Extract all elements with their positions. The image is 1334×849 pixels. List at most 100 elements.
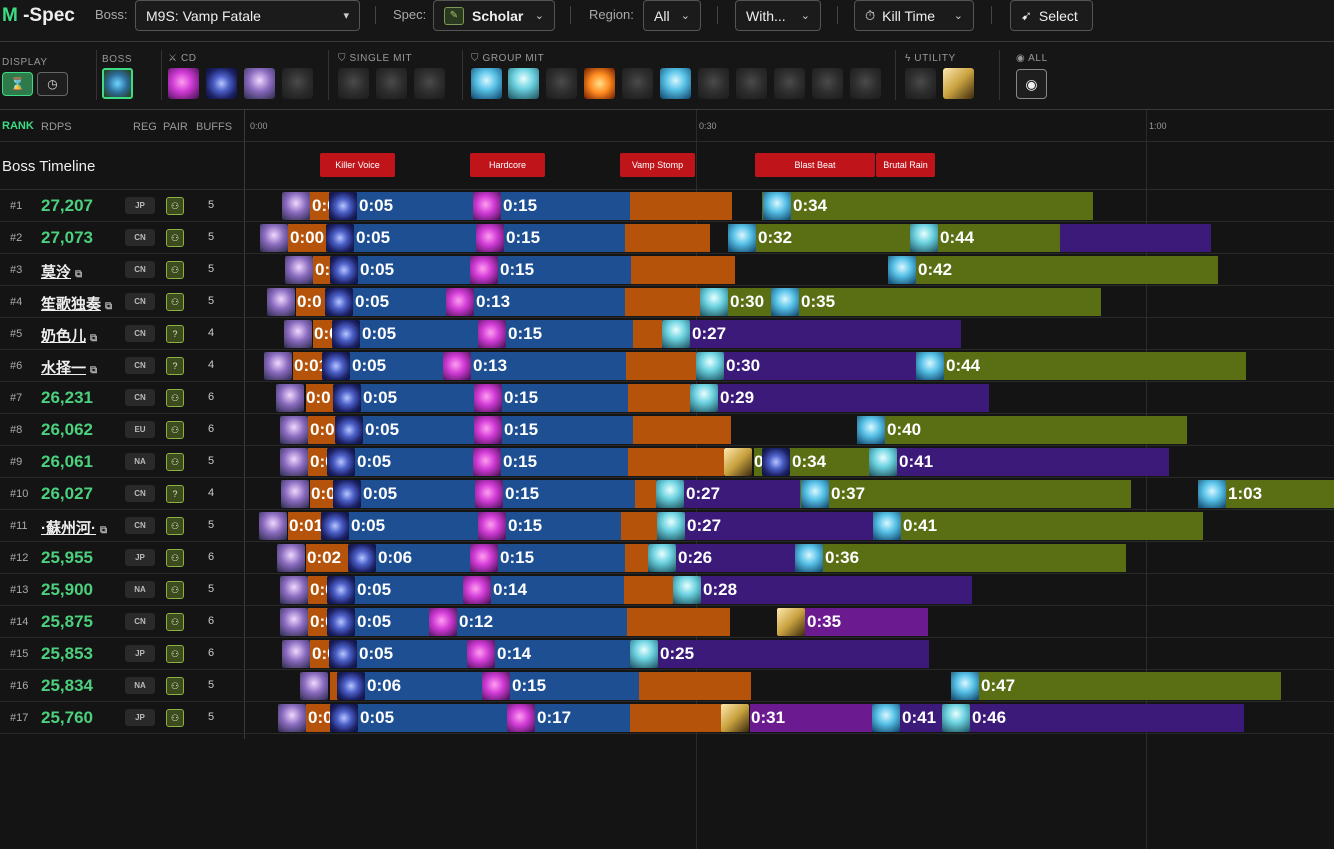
single-mit-icon-1[interactable] — [338, 68, 369, 99]
utility-dimmed-icon[interactable] — [905, 68, 936, 99]
chain-stratagem-icon[interactable] — [330, 256, 358, 284]
fey-illumination-icon[interactable] — [916, 352, 944, 380]
ranking-row[interactable]: #12 25,955 JP ⚇ 6 0:02 0:06 0:15 0:26 0:36 — [0, 542, 1334, 574]
dissipation-icon[interactable] — [463, 576, 491, 604]
chain-stratagem-icon[interactable] — [333, 480, 361, 508]
adloquium-icon[interactable] — [282, 192, 310, 220]
adloquium-icon[interactable] — [276, 384, 304, 412]
adloquium-icon[interactable] — [277, 544, 305, 572]
seraph-icon[interactable] — [630, 640, 658, 668]
rank-column-header[interactable]: RANK — [2, 120, 34, 132]
sprint-icon[interactable] — [721, 704, 749, 732]
chain-stratagem-icon[interactable] — [348, 544, 376, 572]
mechanic-marker[interactable]: Vamp Stomp — [620, 153, 695, 177]
dissipation-icon[interactable] — [470, 544, 498, 572]
display-clock-button[interactable]: ◷ — [37, 72, 68, 96]
seraph-icon[interactable] — [700, 288, 728, 316]
ranking-row[interactable]: #11 ·蘇州河· ⧉ CN ⚇ 5 0:01 0:05 0:15 0:27 0:41 — [0, 510, 1334, 542]
single-mit-icon-3[interactable] — [414, 68, 445, 99]
adloquium-icon[interactable] — [260, 224, 288, 252]
adloquium-icon[interactable] — [244, 68, 275, 99]
chain-stratagem-icon[interactable] — [327, 576, 355, 604]
ranking-row[interactable]: #2 27,073 CN ⚇ 5 0:00 0:05 0:15 0:32 0:44 — [0, 222, 1334, 254]
dissipation-icon[interactable] — [476, 224, 504, 252]
dissipation-icon[interactable] — [482, 672, 510, 700]
dissipation-icon[interactable] — [467, 640, 495, 668]
adloquium-icon[interactable] — [267, 288, 295, 316]
sprint-icon[interactable] — [777, 608, 805, 636]
ranking-row[interactable]: #5 奶色儿 ⧉ CN? 4 0:0 0:05 0:15 0:27 — [0, 318, 1334, 350]
fey-illumination-icon[interactable] — [728, 224, 756, 252]
group-mit-dimmed-icon-7[interactable] — [850, 68, 881, 99]
seraph-icon[interactable] — [656, 480, 684, 508]
dissipation-icon[interactable] — [473, 192, 501, 220]
sprint-icon[interactable] — [943, 68, 974, 99]
chain-stratagem-icon[interactable] — [335, 416, 363, 444]
pair-icon[interactable]: ⚇ — [166, 421, 184, 439]
chain-stratagem-icon[interactable] — [330, 704, 358, 732]
chain-stratagem-icon[interactable] — [321, 512, 349, 540]
dissipation-icon[interactable] — [478, 320, 506, 348]
ranking-row[interactable]: #16 25,834 NA ⚇ 5 0:06 0:15 0:47 — [0, 670, 1334, 702]
soil-icon[interactable] — [660, 68, 691, 99]
adloquium-icon[interactable] — [264, 352, 292, 380]
pair-icon[interactable]: ⚇ — [166, 453, 184, 471]
pair-icon[interactable]: ⚇ — [166, 389, 184, 407]
dissipation-icon[interactable] — [168, 68, 199, 99]
group-mit-dimmed-icon-5[interactable] — [774, 68, 805, 99]
chain-stratagem-icon[interactable] — [329, 640, 357, 668]
dissipation-icon[interactable] — [443, 352, 471, 380]
player-name-link[interactable]: 莫泠 ⧉ — [41, 261, 82, 282]
display-hourglass-button[interactable]: ⌛ — [2, 72, 33, 96]
dissipation-icon[interactable] — [470, 256, 498, 284]
pair-icon[interactable]: ⚇ — [166, 229, 184, 247]
boss-select[interactable]: M9S: Vamp Fatale ▾ — [135, 0, 360, 31]
dissipation-icon[interactable] — [474, 416, 502, 444]
chain-stratagem-icon[interactable] — [337, 672, 365, 700]
with-select[interactable]: With... ⌄ — [735, 0, 821, 31]
pair-icon[interactable]: ⚇ — [166, 709, 184, 727]
region-select[interactable]: All ⌄ — [643, 0, 701, 31]
show-all-button[interactable]: ◉ — [1016, 69, 1047, 99]
single-mit-icon-2[interactable] — [376, 68, 407, 99]
pair-icon[interactable]: ⚇ — [166, 677, 184, 695]
adloquium-icon[interactable] — [281, 480, 309, 508]
dissipation-icon[interactable] — [429, 608, 457, 636]
adloquium-icon[interactable] — [280, 608, 308, 636]
fey-illumination-icon[interactable] — [857, 416, 885, 444]
seraph-icon[interactable] — [942, 704, 970, 732]
fey-illumination-icon[interactable] — [1198, 480, 1226, 508]
seraph-icon[interactable] — [869, 448, 897, 476]
select-button[interactable]: ➹ Select — [1010, 0, 1093, 31]
adloquium-icon[interactable] — [282, 640, 310, 668]
chain-stratagem-icon[interactable] — [327, 448, 355, 476]
fey-illumination-icon[interactable] — [951, 672, 979, 700]
pair-icon[interactable]: ? — [166, 485, 184, 503]
seraph-icon[interactable] — [662, 320, 690, 348]
chain-stratagem-icon[interactable] — [329, 192, 357, 220]
pair-icon[interactable]: ⚇ — [166, 549, 184, 567]
mechanic-marker[interactable]: Blast Beat — [755, 153, 875, 177]
kill-time-select[interactable]: ⏱ Kill Time ⌄ — [854, 0, 974, 31]
group-mit-dimmed-icon-1[interactable] — [546, 68, 577, 99]
dissipation-icon[interactable] — [446, 288, 474, 316]
mechanic-marker[interactable]: Killer Voice — [320, 153, 395, 177]
ranking-row[interactable]: #14 25,875 CN ⚇ 6 0:0 0:05 0:12 0:35 — [0, 606, 1334, 638]
pair-icon[interactable]: ⚇ — [166, 293, 184, 311]
app-logo[interactable]: M -Spec — [2, 5, 75, 26]
fey-illumination-icon[interactable] — [763, 192, 791, 220]
seraph-icon[interactable] — [648, 544, 676, 572]
ranking-row[interactable]: #3 莫泠 ⧉ CN ⚇ 5 0:0 0:05 0:15 0:42 — [0, 254, 1334, 286]
seraph-icon[interactable] — [690, 384, 718, 412]
spec-select[interactable]: ✎ Scholar ⌄ — [433, 0, 555, 31]
ranking-row[interactable]: #15 25,853 JP ⚇ 6 0:0 0:05 0:14 0:25 — [0, 638, 1334, 670]
seraph-icon[interactable] — [657, 512, 685, 540]
dissipation-icon[interactable] — [478, 512, 506, 540]
ranking-row[interactable]: #10 26,027 CN? 4 0:0 0:05 0:15 0:27 0:37 1:03 — [0, 478, 1334, 510]
mechanic-marker[interactable]: Hardcore — [470, 153, 545, 177]
chain-stratagem-icon[interactable] — [332, 320, 360, 348]
mechanic-marker[interactable]: Brutal Rain — [876, 153, 935, 177]
boss-portrait-icon[interactable] — [102, 68, 133, 99]
dissipation-icon[interactable] — [475, 480, 503, 508]
chain-stratagem-icon[interactable] — [326, 224, 354, 252]
